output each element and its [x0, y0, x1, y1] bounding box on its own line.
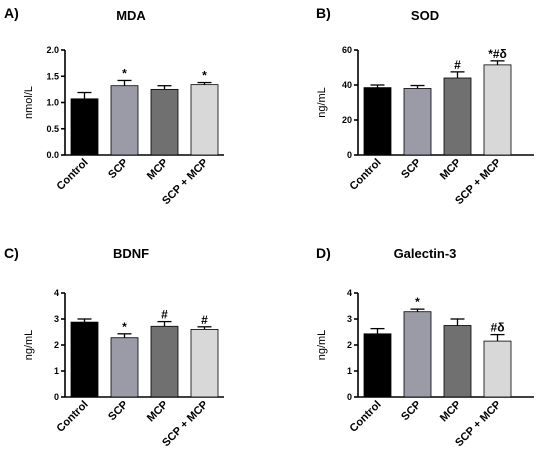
x-category-label: MCP [438, 399, 464, 425]
x-category-label: SCP [106, 399, 130, 423]
y-tick-label: 1.5 [46, 71, 59, 81]
x-category-label: Control [54, 399, 90, 435]
y-axis-label: ng/mL [23, 330, 35, 361]
x-category-label: Control [347, 157, 383, 193]
bar-mcp [443, 77, 472, 156]
y-tick-label: 60 [342, 45, 352, 55]
x-category-label: Control [54, 157, 90, 193]
bar-scp-mcp [190, 84, 219, 156]
y-axis-label: ng/mL [316, 87, 328, 118]
significance-mark-scp: * [415, 295, 420, 309]
bar-scp [110, 85, 139, 156]
significance-mark-scp: * [122, 320, 127, 334]
y-tick-label: 0 [347, 392, 352, 402]
significance-mark-scp-mcp: *#δ [488, 47, 507, 61]
x-category-label: MCP [438, 157, 464, 183]
bar-scp-mcp [483, 64, 512, 156]
y-tick-label: 2.0 [46, 45, 59, 55]
y-tick-label: 40 [342, 80, 352, 90]
significance-mark-scp: * [122, 66, 127, 80]
y-tick-label: 0.0 [46, 150, 59, 160]
chart-title: Galectin-3 [394, 246, 457, 261]
bar-control [70, 321, 99, 398]
significance-mark-scp-mcp: * [202, 69, 207, 83]
panel-letter: D) [316, 245, 331, 261]
x-category-label: SCP [399, 399, 423, 423]
panel-letter: B) [316, 5, 331, 21]
y-tick-label: 4 [347, 288, 352, 298]
y-tick-label: 1 [347, 366, 352, 376]
y-tick-label: 0 [347, 150, 352, 160]
y-tick-label: 0.5 [46, 124, 59, 134]
y-tick-label: 3 [347, 314, 352, 324]
significance-mark-mcp: # [454, 58, 461, 72]
x-category-label: MCP [145, 157, 171, 183]
bar-scp [403, 311, 432, 398]
x-category-label: SCP [399, 157, 423, 181]
bar-control [70, 98, 99, 156]
bar-scp-mcp [190, 328, 219, 398]
y-tick-label: 0 [54, 392, 59, 402]
chart-title: SOD [411, 8, 439, 23]
y-tick-label: 3 [54, 314, 59, 324]
bar-mcp [150, 88, 179, 156]
x-category-label: MCP [145, 399, 171, 425]
y-tick-label: 1.0 [46, 98, 59, 108]
bar-control [363, 333, 392, 398]
y-tick-label: 4 [54, 288, 59, 298]
y-tick-label: 2 [54, 340, 59, 350]
chart-title: MDA [116, 8, 146, 23]
y-tick-label: 20 [342, 115, 352, 125]
x-category-label: Control [347, 399, 383, 435]
mda-chart: A) MDA nmol/L 0.0 0.5 1.0 1.5 2.0 Control * SCP MCP… [4, 5, 224, 207]
bar-control [363, 87, 392, 156]
bar-mcp [150, 325, 179, 398]
panel-letter: A) [4, 5, 19, 21]
significance-mark-scp-mcp: # [201, 313, 208, 327]
significance-mark-scp-mcp: #δ [491, 321, 505, 335]
bar-mcp [443, 325, 472, 398]
chart-title: BDNF [113, 246, 149, 261]
y-tick-label: 2 [347, 340, 352, 350]
y-axis-label: ng/mL [316, 330, 328, 361]
y-tick-label: 1 [54, 366, 59, 376]
x-category-label: SCP [106, 157, 130, 181]
bar-scp [110, 337, 139, 398]
panel-letter: C) [4, 245, 19, 261]
bar-scp-mcp [483, 340, 512, 398]
bar-scp [403, 88, 432, 156]
y-axis-label: nmol/L [23, 86, 35, 119]
significance-mark-mcp: # [161, 308, 168, 322]
